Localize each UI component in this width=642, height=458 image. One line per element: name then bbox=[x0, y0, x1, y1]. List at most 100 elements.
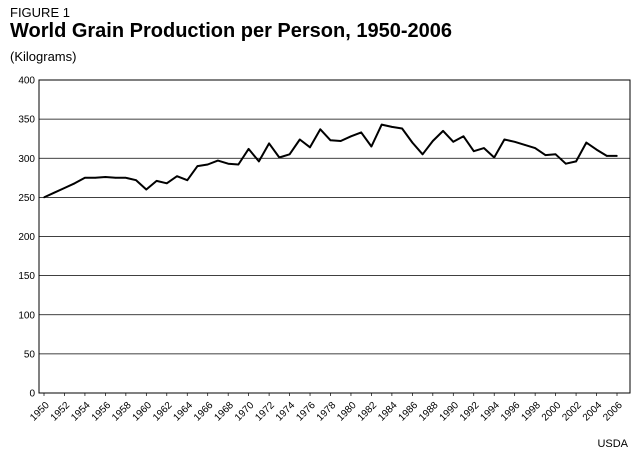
x-tick-label: 2002 bbox=[560, 400, 584, 424]
x-tick-label: 1998 bbox=[519, 400, 543, 424]
x-tick-label: 1990 bbox=[438, 400, 462, 424]
y-tick-label: 400 bbox=[18, 76, 35, 87]
data-point bbox=[442, 130, 444, 132]
data-point bbox=[247, 148, 250, 150]
data-point bbox=[329, 139, 332, 142]
y-axis-ticks: 0 50 100 150 200 250 300 350 400 bbox=[18, 76, 35, 400]
data-point bbox=[595, 148, 598, 151]
y-tick-label: 0 bbox=[29, 389, 35, 400]
x-tick-label: 1986 bbox=[397, 400, 421, 424]
data-point bbox=[186, 179, 189, 181]
x-tick-label: 1976 bbox=[294, 400, 318, 424]
figure-label: FIGURE 1 bbox=[10, 5, 70, 20]
x-tick-label: 1964 bbox=[172, 400, 196, 424]
x-tick-label: 1984 bbox=[376, 400, 400, 424]
data-point bbox=[360, 131, 363, 134]
x-tick-label: 1968 bbox=[212, 400, 236, 424]
data-point bbox=[452, 141, 455, 143]
data-point bbox=[258, 160, 260, 163]
y-tick-label: 200 bbox=[18, 232, 35, 243]
source-label: USDA bbox=[597, 438, 628, 450]
x-tick-label: 2006 bbox=[601, 400, 625, 424]
x-tick-label: 1980 bbox=[335, 400, 359, 424]
data-point bbox=[288, 153, 291, 156]
x-tick-label: 1952 bbox=[49, 400, 73, 424]
data-point bbox=[135, 179, 137, 181]
data-point bbox=[585, 141, 588, 144]
data-point bbox=[268, 142, 270, 145]
grid-lines bbox=[39, 118, 630, 355]
x-tick-label: 1978 bbox=[315, 400, 339, 424]
data-point bbox=[544, 154, 547, 156]
data-point bbox=[483, 147, 485, 149]
data-point bbox=[462, 135, 465, 138]
data-point bbox=[114, 177, 117, 179]
data-point bbox=[196, 165, 199, 167]
x-tick-label: 1966 bbox=[192, 400, 216, 424]
x-tick-label: 1996 bbox=[499, 400, 523, 424]
data-point bbox=[606, 155, 608, 157]
data-point bbox=[503, 138, 506, 141]
y-tick-label: 50 bbox=[24, 349, 36, 360]
data-point bbox=[63, 187, 66, 189]
y-tick-label: 150 bbox=[18, 271, 35, 282]
data-point bbox=[350, 135, 352, 138]
data-point bbox=[94, 177, 96, 179]
data-point bbox=[339, 140, 342, 142]
data-point bbox=[401, 127, 403, 130]
data-point bbox=[73, 182, 76, 185]
x-tick-label: 1972 bbox=[253, 400, 277, 424]
data-point bbox=[43, 196, 45, 199]
data-point bbox=[206, 163, 209, 166]
data-point bbox=[411, 141, 414, 144]
data-point bbox=[534, 147, 536, 149]
data-point bbox=[554, 153, 557, 156]
x-tick-label: 1962 bbox=[151, 400, 175, 424]
x-tick-label: 1974 bbox=[274, 400, 298, 424]
data-point bbox=[217, 159, 219, 162]
series-line-group bbox=[43, 123, 618, 199]
data-point bbox=[309, 146, 311, 149]
x-tick-label: 1958 bbox=[110, 400, 134, 424]
data-point bbox=[370, 145, 373, 148]
data-point bbox=[432, 140, 434, 142]
data-point bbox=[391, 126, 393, 128]
data-point bbox=[421, 153, 424, 156]
data-point bbox=[145, 188, 148, 191]
data-point bbox=[565, 162, 567, 165]
data-point bbox=[227, 162, 229, 165]
chart-title: World Grain Production per Person, 1950-… bbox=[10, 20, 452, 42]
chart-units: (Kilograms) bbox=[10, 49, 77, 64]
data-point bbox=[104, 176, 107, 178]
x-tick-label: 1994 bbox=[478, 400, 502, 424]
x-tick-label: 1982 bbox=[356, 400, 380, 424]
data-point bbox=[380, 123, 383, 126]
data-point bbox=[319, 128, 322, 131]
data-point bbox=[473, 150, 475, 152]
x-tick-label: 2004 bbox=[581, 400, 605, 424]
data-point bbox=[237, 163, 240, 166]
data-point bbox=[493, 156, 496, 159]
y-tick-label: 250 bbox=[18, 193, 35, 204]
x-tick-label: 1992 bbox=[458, 400, 482, 424]
x-axis-ticks: 1950195219541956195819601962196419661968… bbox=[28, 393, 625, 424]
data-point bbox=[524, 144, 526, 146]
data-point bbox=[84, 177, 86, 179]
x-tick-label: 1970 bbox=[233, 400, 257, 424]
data-point bbox=[299, 138, 301, 141]
data-point bbox=[513, 141, 516, 143]
x-tick-label: 1956 bbox=[90, 400, 114, 424]
data-point bbox=[53, 191, 55, 194]
x-tick-label: 1988 bbox=[417, 400, 441, 424]
data-point bbox=[616, 155, 618, 157]
data-point bbox=[575, 160, 577, 163]
data-point bbox=[125, 177, 127, 179]
y-tick-label: 350 bbox=[18, 115, 35, 126]
data-point bbox=[278, 156, 281, 159]
x-tick-label: 1960 bbox=[131, 400, 155, 424]
data-point bbox=[166, 182, 168, 185]
y-tick-label: 300 bbox=[18, 154, 35, 165]
y-tick-label: 100 bbox=[18, 310, 35, 321]
x-tick-label: 2000 bbox=[540, 400, 564, 424]
x-tick-label: 1954 bbox=[69, 400, 93, 424]
